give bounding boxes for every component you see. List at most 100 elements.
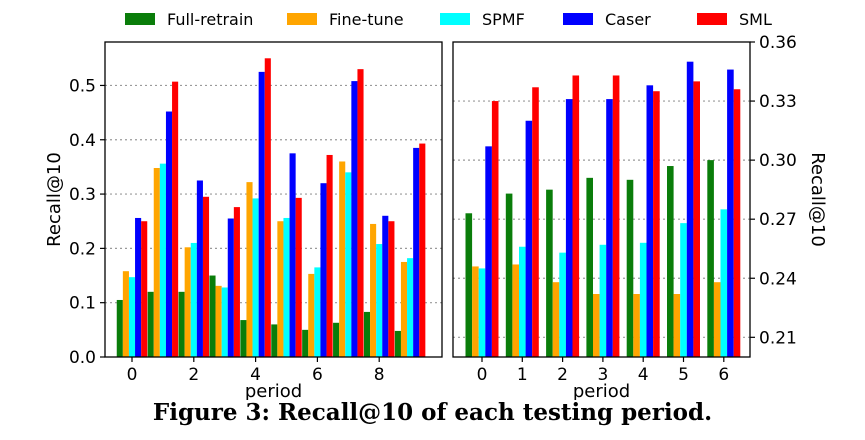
bar	[646, 85, 654, 357]
bar	[693, 81, 700, 357]
legend-label: SML	[739, 10, 772, 29]
bar	[283, 217, 290, 357]
bar	[302, 329, 309, 357]
figure-caption: Figure 3: Recall@10 of each testing peri…	[152, 399, 713, 426]
bar	[153, 168, 160, 357]
bar	[351, 81, 358, 357]
bar	[400, 261, 408, 357]
bar	[135, 217, 142, 357]
legend-label: Full-retrain	[167, 10, 253, 29]
y-tick-label: 0.5	[69, 76, 96, 96]
bar	[388, 221, 395, 357]
bar	[559, 252, 566, 357]
bar	[720, 209, 728, 357]
bar	[593, 294, 600, 357]
x-tick-label: 0	[127, 365, 138, 385]
bar	[345, 172, 352, 357]
bar	[465, 213, 473, 357]
bar	[546, 189, 553, 357]
bar	[172, 81, 179, 358]
right-bar-chart: 0.21 0.24 0.27 0.30 0.33 0.36 0 1 2 3 4 5 6 period Rec…	[452, 33, 828, 400]
bar	[382, 215, 389, 357]
bar	[215, 285, 222, 357]
bar	[565, 99, 573, 357]
bar	[308, 273, 315, 357]
x-tick-label: 2	[188, 365, 199, 385]
bar	[339, 161, 346, 357]
y-tick-label: 0.27	[759, 210, 797, 230]
y-tick-label: 0.21	[759, 328, 797, 348]
bar	[289, 153, 296, 357]
bar	[271, 324, 278, 357]
bar	[733, 89, 741, 357]
bar	[277, 221, 284, 357]
bar	[413, 147, 420, 357]
bar	[116, 299, 123, 357]
bar	[727, 69, 734, 357]
bar	[363, 311, 371, 357]
x-tick-label: 2	[557, 365, 568, 385]
bar	[357, 69, 364, 357]
legend-swatch	[440, 13, 470, 25]
x-tick-label: 6	[312, 365, 323, 385]
bar	[394, 330, 401, 357]
bar	[606, 99, 613, 357]
bar	[572, 75, 580, 357]
legend-label: Fine-tune	[329, 10, 404, 29]
plot-frame	[104, 41, 443, 358]
bar	[122, 271, 129, 357]
y-tick-label: 0.36	[759, 33, 797, 53]
y-tick-label: 0.33	[759, 92, 797, 112]
x-tick-label: 1	[517, 365, 528, 385]
x-tick-label: 6	[718, 365, 729, 385]
bar	[552, 282, 560, 357]
bar	[686, 61, 694, 357]
bar	[485, 146, 492, 357]
x-tick-label: 5	[678, 365, 689, 385]
y-tick-label: 0.4	[69, 131, 96, 151]
bar	[667, 166, 674, 357]
plot-frame	[452, 41, 751, 358]
x-tick-label: 4	[250, 365, 261, 385]
y-tick-label: 0.1	[69, 294, 96, 314]
x-tick-label: 0	[477, 365, 488, 385]
left-bar-chart: 0.0 0.1 0.2 0.3 0.4 0.5 0 2 4 6 8 period Recall@10	[44, 41, 443, 400]
bar	[227, 218, 234, 357]
bar	[680, 223, 687, 357]
bar	[165, 111, 173, 357]
y-tick-label: 0.0	[69, 348, 96, 368]
bar	[376, 244, 383, 357]
bar	[209, 275, 216, 357]
bar	[612, 75, 620, 357]
bar	[707, 160, 714, 357]
bar	[586, 177, 593, 357]
legend: Full-retrain Fine-tune SPMF Caser SML	[125, 10, 772, 29]
bar	[599, 244, 607, 357]
bar	[314, 267, 321, 357]
bar	[407, 258, 414, 357]
legend-swatch	[125, 13, 155, 25]
bar	[202, 196, 210, 357]
bar	[653, 91, 660, 357]
bar	[196, 180, 203, 357]
bar	[626, 179, 634, 357]
bar	[713, 282, 721, 357]
figure-chart: Full-retrain Fine-tune SPMF Caser SML 0.0 0.1…	[44, 10, 828, 400]
legend-swatch	[287, 13, 317, 25]
bar	[147, 291, 154, 357]
bar	[512, 264, 519, 357]
x-axis-label: period	[245, 381, 302, 400]
legend-label: SPMF	[482, 10, 525, 29]
bar	[525, 120, 533, 357]
bar	[472, 266, 479, 357]
bar	[246, 182, 253, 357]
bar	[320, 183, 327, 357]
x-tick-label: 4	[638, 365, 649, 385]
bar	[295, 197, 302, 357]
bar	[673, 294, 681, 357]
bar	[159, 163, 166, 357]
bar	[264, 58, 271, 358]
x-tick-label: 3	[597, 365, 608, 385]
legend-swatch	[563, 13, 593, 25]
bar	[252, 198, 259, 357]
